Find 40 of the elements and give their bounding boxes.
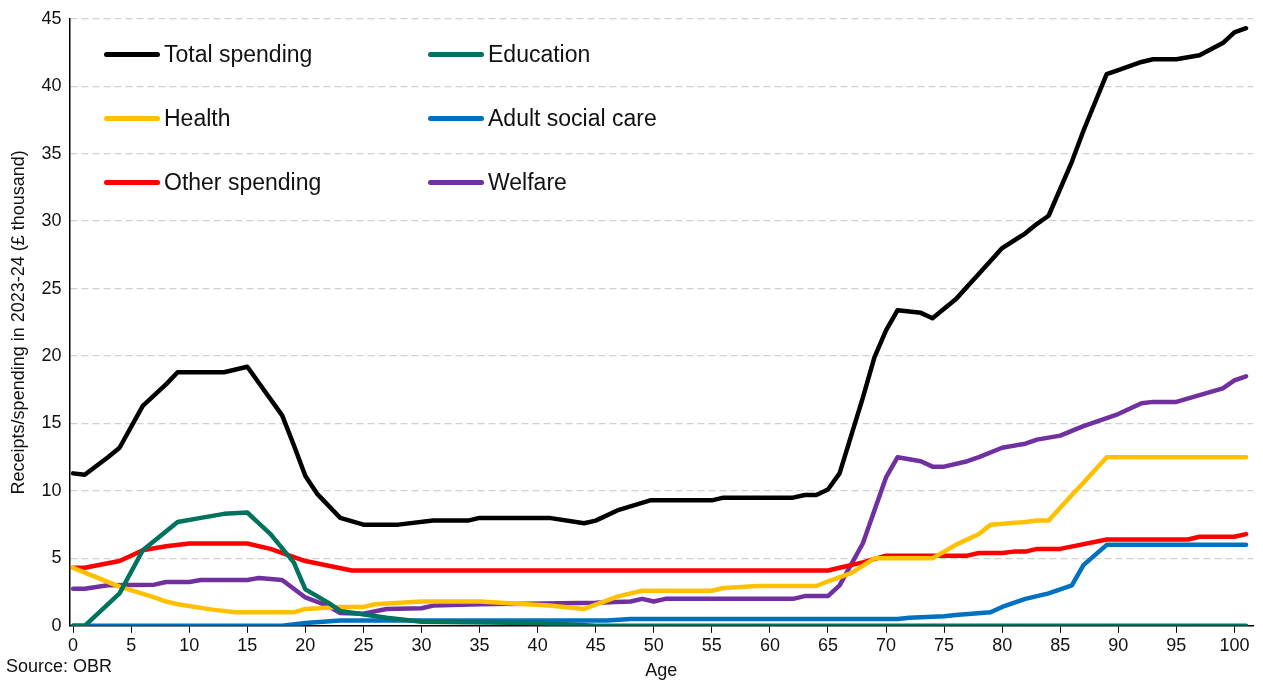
x-tick-label: 60 xyxy=(759,634,780,655)
legend-label: Adult social care xyxy=(488,104,657,132)
y-axis-title: Receipts/spending in 2023-24 (£ thousand) xyxy=(7,150,28,495)
x-tick-label: 85 xyxy=(1050,634,1071,655)
legend-label: Education xyxy=(488,40,591,68)
y-tick-label: 45 xyxy=(41,7,62,28)
x-tick-label: 35 xyxy=(469,634,490,655)
source-note: Source: OBR xyxy=(6,656,113,677)
x-tick-label: 55 xyxy=(701,634,722,655)
y-tick-label: 40 xyxy=(41,75,62,96)
x-tick-label: 50 xyxy=(643,634,664,655)
x-tick-label: 80 xyxy=(992,634,1013,655)
legend-label: Total spending xyxy=(164,40,313,68)
y-tick-label: 0 xyxy=(51,614,62,635)
y-tick-label: 35 xyxy=(41,142,62,163)
y-tick-label: 20 xyxy=(41,344,62,365)
y-tick-label: 15 xyxy=(41,412,62,433)
x-tick-label: 90 xyxy=(1108,634,1129,655)
y-tick-label: 25 xyxy=(41,277,62,298)
x-tick-label: 65 xyxy=(817,634,838,655)
x-tick-label: 45 xyxy=(585,634,606,655)
x-tick-label: 30 xyxy=(411,634,432,655)
x-tick-label: 5 xyxy=(126,634,137,655)
x-tick-label: 75 xyxy=(934,634,955,655)
legend-label: Welfare xyxy=(488,168,567,196)
x-tick-label: 15 xyxy=(237,634,258,655)
x-axis-title: Age xyxy=(645,660,678,681)
y-tick-label: 10 xyxy=(41,479,62,500)
x-tick-label: 20 xyxy=(295,634,316,655)
x-tick-label: 95 xyxy=(1166,634,1187,655)
x-tick-label: 100 xyxy=(1219,634,1250,655)
legend-label: Other spending xyxy=(164,168,322,196)
legend-label: Health xyxy=(164,104,231,132)
y-tick-label: 30 xyxy=(41,210,62,231)
x-tick-label: 40 xyxy=(527,634,548,655)
x-tick-label: 0 xyxy=(68,634,79,655)
x-tick-label: 10 xyxy=(179,634,200,655)
y-tick-label: 5 xyxy=(51,547,62,568)
x-tick-label: 70 xyxy=(876,634,897,655)
x-tick-label: 25 xyxy=(353,634,374,655)
